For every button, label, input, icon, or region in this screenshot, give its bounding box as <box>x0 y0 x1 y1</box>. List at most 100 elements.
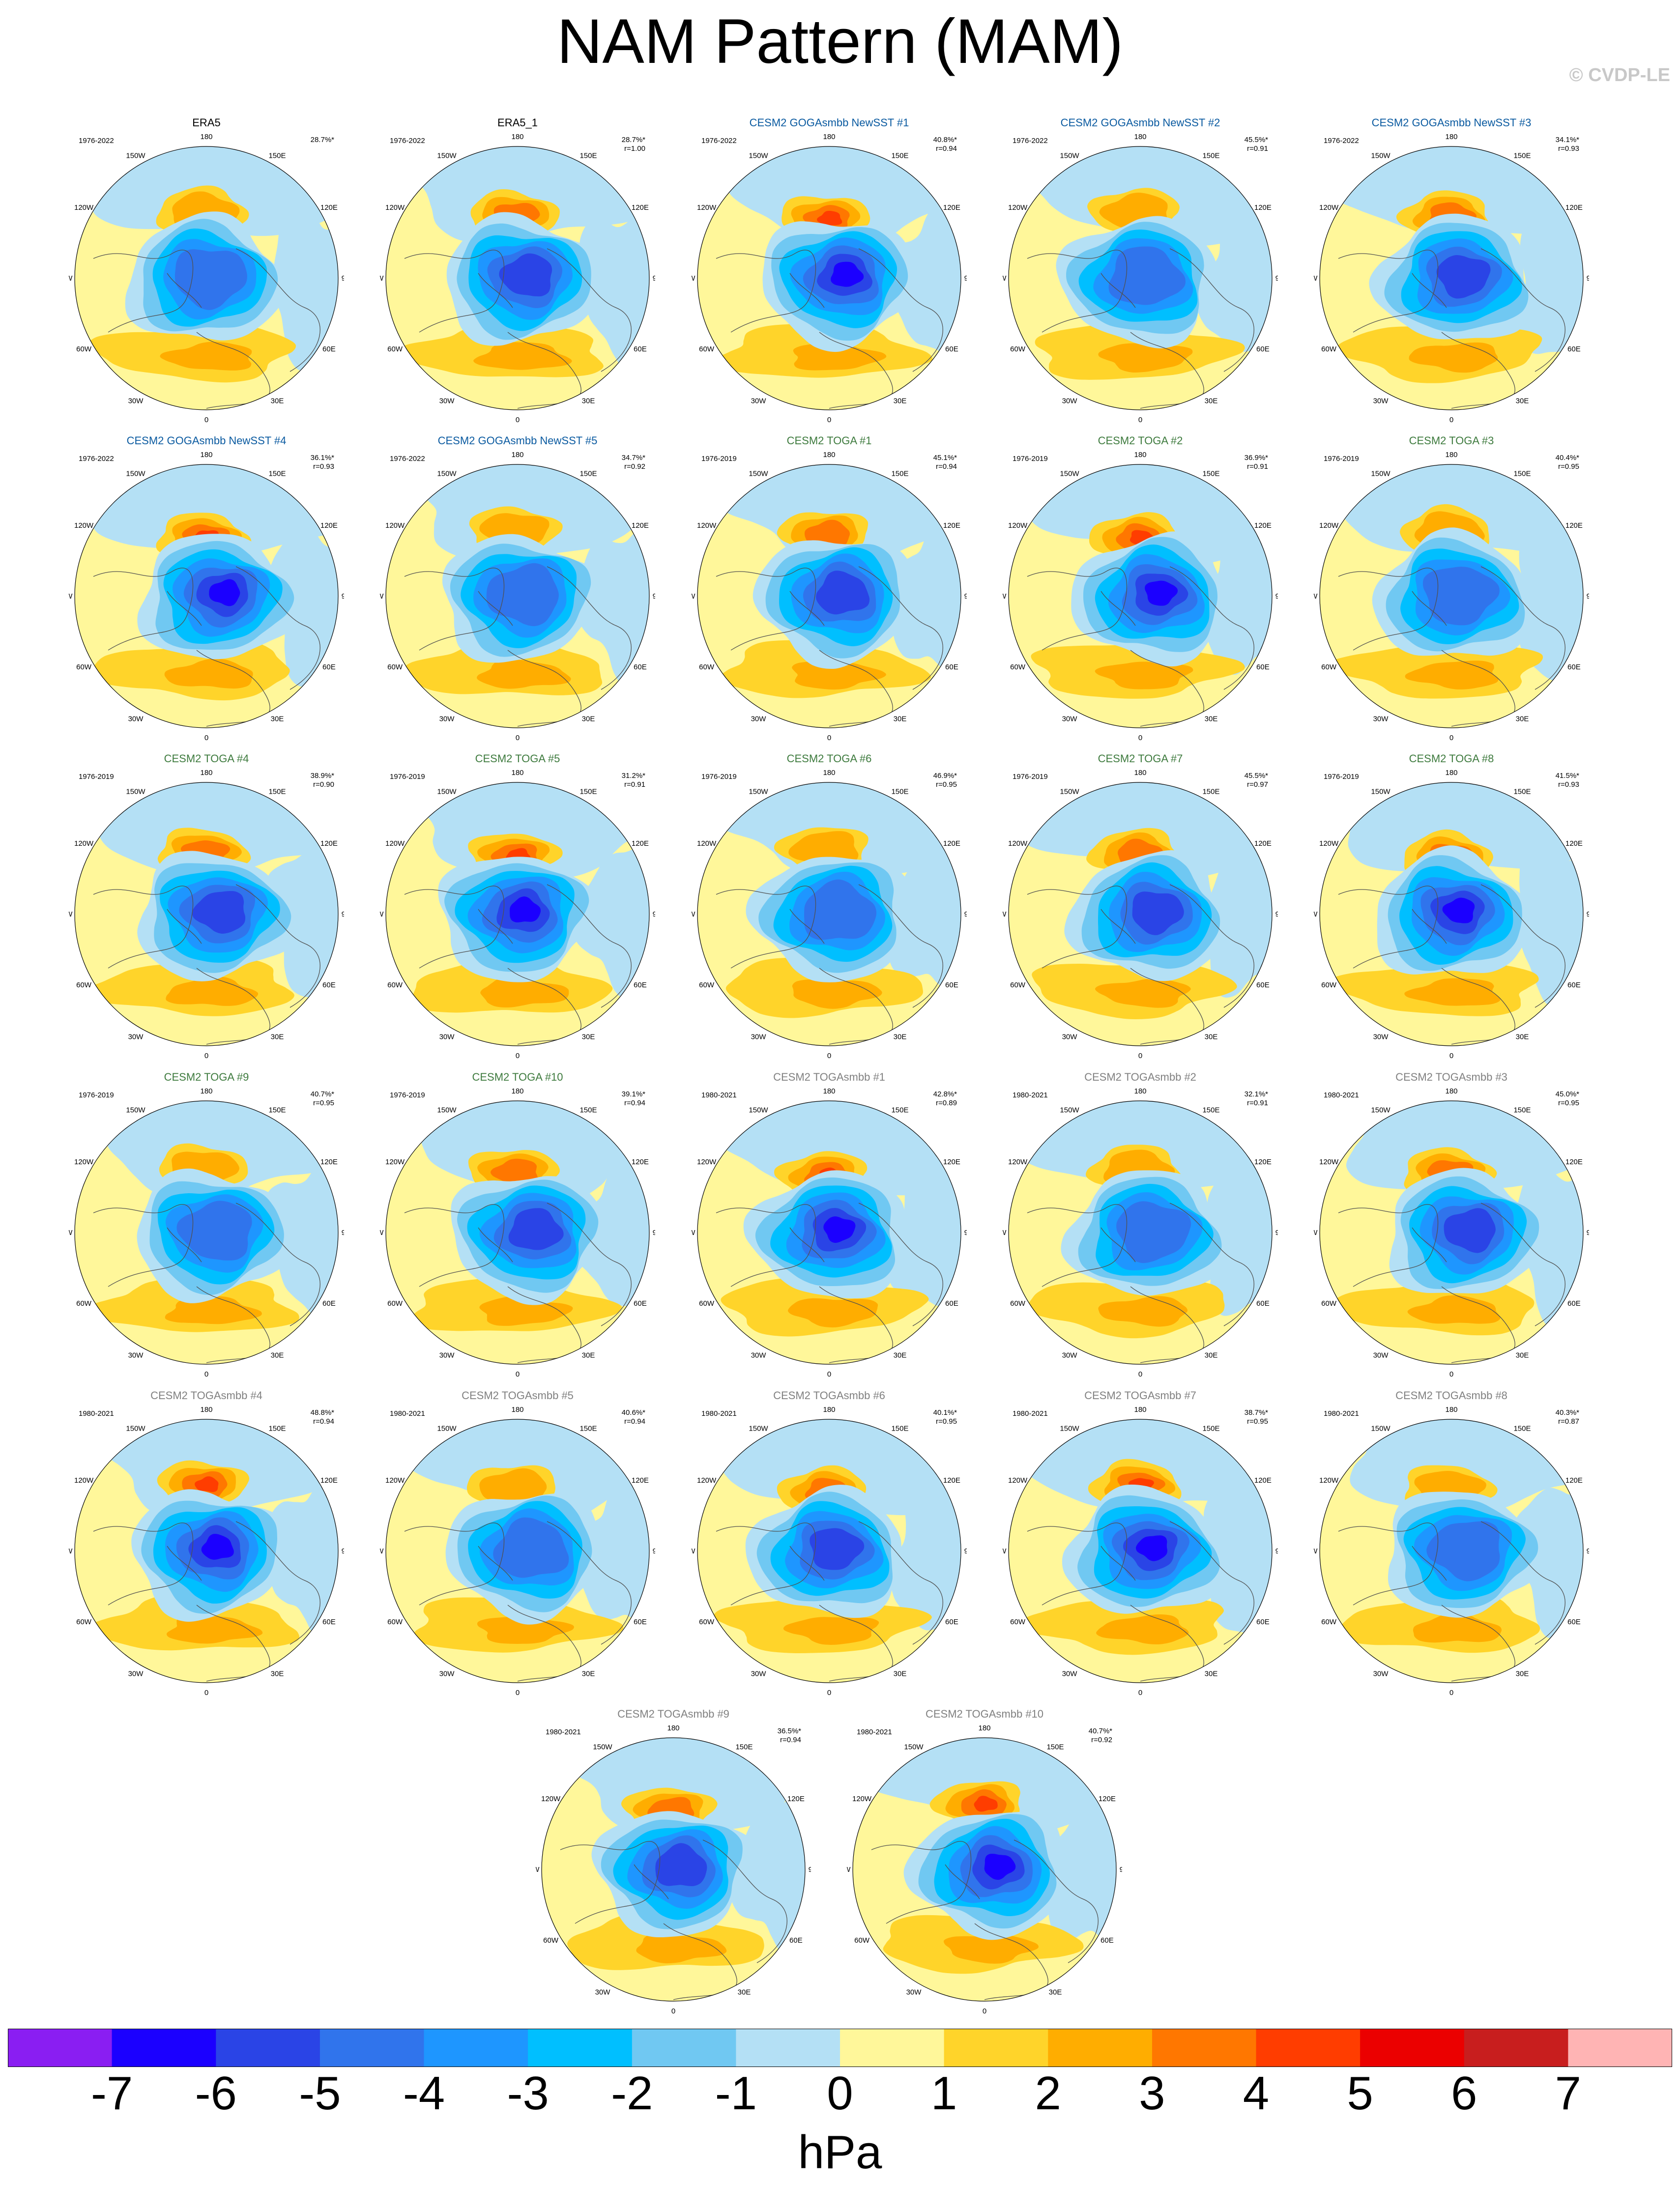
coastlines <box>1027 884 1254 1045</box>
longitude-label: 0 <box>827 1052 831 1060</box>
panel-stats: 46.9%* r=0.95 <box>933 772 957 789</box>
longitude-label: 150W <box>1371 788 1390 796</box>
map-panel: 180 150E 120E 90E 60E 30E 0 30W 60W 90W 120W 150W CE… <box>1003 752 1278 1071</box>
panel-title: CESM2 TOGA #8 <box>1409 752 1494 765</box>
longitude-label: 90W <box>1314 592 1318 601</box>
panel-title: CESM2 TOGAsmbb #2 <box>1084 1071 1196 1083</box>
contour-field <box>386 1419 649 1683</box>
longitude-label: 150W <box>1060 1106 1079 1115</box>
longitude-label: 150E <box>891 1425 908 1433</box>
colorbar-swatch <box>1360 2029 1465 2067</box>
longitude-label: 90W <box>1314 1229 1318 1237</box>
longitude-label: 120W <box>697 203 717 212</box>
map-panel: 180 150E 120E 90E 60E 30E 0 30W 60W 90W 120W 150W CE… <box>380 434 655 753</box>
longitude-label: 120E <box>632 1476 649 1485</box>
contour-field <box>542 1738 805 2001</box>
longitude-label: 150W <box>437 152 457 160</box>
panel-period: 1976-2019 <box>390 773 425 781</box>
longitude-label: 0 <box>516 734 520 742</box>
longitude-label: 150E <box>1513 152 1531 160</box>
panel-period: 1980-2021 <box>390 1409 425 1418</box>
contour-field <box>1009 782 1272 1046</box>
variance-explained: 40.8%* <box>933 136 957 144</box>
panel-period: 1976-2019 <box>701 773 737 781</box>
longitude-label: 0 <box>204 734 208 742</box>
pattern-correlation: r=0.91 <box>1247 144 1268 153</box>
longitude-label: 60W <box>1010 1299 1026 1308</box>
longitude-label: 0 <box>1449 1052 1453 1060</box>
map-panel: 180 150E 120E 90E 60E 30E 0 30W 60W 90W 120W 150W CE… <box>1003 1389 1278 1708</box>
panel-period: 1980-2021 <box>701 1091 737 1099</box>
longitude-label: 60W <box>699 663 715 671</box>
longitude-label: 60E <box>945 345 958 353</box>
pattern-correlation: r=0.91 <box>1247 1099 1268 1107</box>
map-panel: 180 150E 120E 90E 60E 30E 0 30W 60W 90W 120W 150W CE… <box>1314 752 1589 1071</box>
colorbar-tick: 0 <box>827 2067 853 2120</box>
map-panel: 180 150E 120E 90E 60E 30E 0 30W 60W 90W 120W 150W CE… <box>692 1389 967 1708</box>
longitude-label: 30W <box>1373 1669 1389 1678</box>
coastlines <box>1027 1203 1254 1363</box>
contour-field <box>1320 1101 1583 1364</box>
longitude-label: 180 <box>200 1087 212 1095</box>
panel-stats: 31.2%* r=0.91 <box>622 772 645 789</box>
colorbar-swatch <box>112 2029 216 2067</box>
longitude-label: 180 <box>511 1406 523 1414</box>
map-border <box>1008 1100 1273 1365</box>
longitude-label: 120W <box>74 1158 94 1166</box>
longitude-label: 30E <box>1516 1351 1529 1359</box>
colorbar-tick: -6 <box>195 2067 237 2120</box>
panel-title: CESM2 TOGAsmbb #4 <box>150 1389 262 1402</box>
longitude-label: 30W <box>751 1351 767 1359</box>
longitude-label: 0 <box>204 1370 208 1378</box>
longitude-label: 90E <box>1275 1547 1278 1555</box>
longitude-label: 30E <box>1049 1988 1062 1996</box>
longitude-label: 120E <box>943 839 960 848</box>
longitude-label: 90W <box>1003 1547 1007 1555</box>
page-title: NAM Pattern (MAM) <box>556 6 1124 77</box>
polar-map: 180 150E 120E 90E 60E 30E 0 30W 60W 90W 120W 150W <box>1314 451 1589 742</box>
longitude-label: 180 <box>823 451 835 459</box>
longitude-label: 30E <box>894 715 907 723</box>
longitude-label: 60W <box>387 981 403 989</box>
longitude-label: 0 <box>1138 1689 1142 1697</box>
colorbar-tick: 6 <box>1451 2067 1477 2120</box>
longitude-label: 30E <box>582 715 595 723</box>
longitude-label: 150E <box>1046 1743 1064 1752</box>
longitude-label: 120W <box>697 521 717 530</box>
variance-explained: 41.5%* <box>1555 772 1579 780</box>
longitude-label: 150E <box>268 1106 286 1115</box>
variance-explained: 40.4%* <box>1555 454 1579 462</box>
panel-title: CESM2 TOGA #6 <box>786 752 872 765</box>
longitude-label: 30W <box>1062 1351 1078 1359</box>
map-panel: 180 150E 120E 90E 60E 30E 0 30W 60W 90W 120W 150W CE… <box>1314 1389 1589 1708</box>
pattern-correlation: r=0.95 <box>936 780 957 789</box>
longitude-label: 150W <box>593 1743 612 1752</box>
longitude-label: 60E <box>634 1299 647 1308</box>
longitude-label: 30E <box>894 1033 907 1041</box>
longitude-label: 180 <box>200 1406 212 1414</box>
longitude-label: 30W <box>439 397 455 405</box>
longitude-label: 150W <box>126 152 145 160</box>
longitude-label: 60W <box>1321 981 1337 989</box>
longitude-label: 180 <box>511 769 523 777</box>
longitude-label: 90E <box>653 274 655 283</box>
polar-map: 180 150E 120E 90E 60E 30E 0 30W 60W 90W 120W 150W <box>69 769 344 1060</box>
map-border <box>697 782 961 1046</box>
longitude-label: 30W <box>1373 715 1389 723</box>
longitude-label: 120E <box>1565 839 1583 848</box>
longitude-label: 120E <box>1099 1795 1116 1803</box>
variance-explained: 28.7%* <box>310 136 334 144</box>
panel-period: 1976-2019 <box>1013 455 1048 463</box>
longitude-label: 120W <box>1008 1476 1028 1485</box>
longitude-label: 90E <box>653 1229 655 1237</box>
contour-field <box>1009 1419 1272 1683</box>
longitude-label: 150W <box>1371 1425 1390 1433</box>
longitude-label: 120E <box>943 1476 960 1485</box>
longitude-label: 150E <box>891 1106 908 1115</box>
map-panel: 180 150E 120E 90E 60E 30E 0 30W 60W 90W 120W 150W CE… <box>1003 1070 1278 1390</box>
longitude-label: 30E <box>271 1669 284 1678</box>
longitude-label: 30W <box>1062 397 1078 405</box>
longitude-label: 30W <box>439 1669 455 1678</box>
longitude-label: 60E <box>945 1299 958 1308</box>
longitude-label: 120W <box>74 1476 94 1485</box>
